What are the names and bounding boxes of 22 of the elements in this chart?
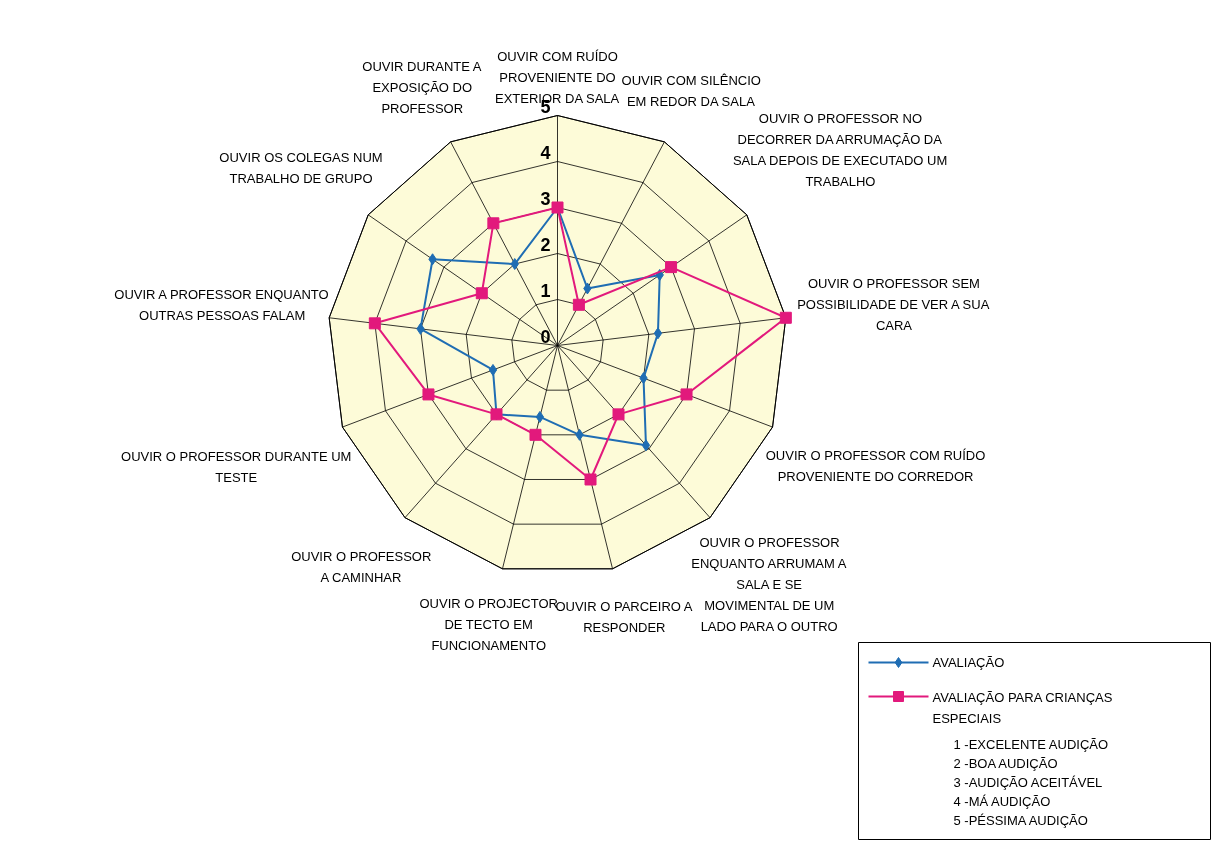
legend-label: AVALIAÇÃO PARA CRIANÇAS ESPECIAIS [932, 689, 1113, 727]
spoke-label: OUVIR O PROFESSOR DURANTE UM TESTE [121, 449, 352, 486]
spoke-label: OUVIR O PROFESSOR NO DECORRER DA ARRUMAÇÃO DA SALA DEPOIS DE EXECUTADO UM TRABALHO [732, 111, 948, 190]
text: 5 -PÉSSIMA AUDIÇÃO [953, 813, 1088, 828]
y-tick-label: 1 [540, 280, 551, 301]
y-tick-label: 0 [540, 326, 551, 347]
spoke-label: OUVIR O PROFESSOR COM RUÍDO PROVENIENTE DO CORREDOR [765, 448, 986, 485]
text: 1 -EXCELENTE AUDIÇÃO [953, 737, 1109, 752]
spoke-label: OUVIR OS COLEGAS NUM TRABALHO DE GRUPO [219, 150, 383, 187]
text: 4 -MÁ AUDIÇÃO [953, 794, 1051, 809]
spoke-label: OUVIR O PROFESSOR ENQUANTO ARRUMAM A SALA E SE MOVIMENTAL DE UM LADO PARA O OUTRO [691, 535, 847, 635]
y-tick-label: 3 [540, 188, 551, 209]
y-tick-label: 4 [540, 142, 551, 163]
spoke-label: OUVIR A PROFESSOR ENQUANTO OUTRAS PESSOAS FALAM [114, 286, 329, 323]
spoke-label: OUVIR COM SILÊNCIO EM REDOR DA SALA [621, 72, 761, 109]
y-tick-label: 2 [540, 234, 551, 255]
spoke-label: OUVIR O PROFESSOR SEM POSSIBILIDADE DE VER A SUA CARA [797, 276, 990, 334]
spoke-label: OUVIR DURANTE A EXPOSIÇÃO DO PROFESSOR [362, 59, 482, 117]
text: 3 -AUDIÇÃO ACEITÁVEL [953, 775, 1103, 790]
spoke-label: OUVIR O PROFESSOR A CAMINHAR [291, 549, 432, 586]
text: 2 -BOA AUDIÇÃO [953, 756, 1058, 771]
legend-label: AVALIAÇÃO [932, 655, 1005, 670]
